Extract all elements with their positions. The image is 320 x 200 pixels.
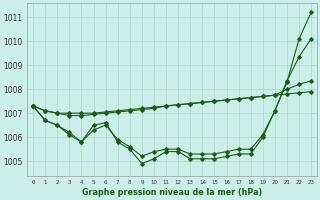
- X-axis label: Graphe pression niveau de la mer (hPa): Graphe pression niveau de la mer (hPa): [82, 188, 262, 197]
